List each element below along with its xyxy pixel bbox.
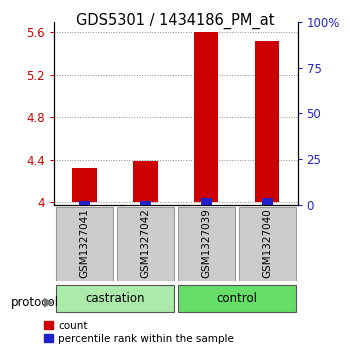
Text: castration: castration [85, 292, 145, 305]
Bar [178, 285, 296, 313]
Text: protocol: protocol [10, 295, 59, 309]
Bar [79, 200, 90, 205]
Bar [238, 207, 296, 281]
Bar [133, 160, 158, 202]
Text: GDS5301 / 1434186_PM_at: GDS5301 / 1434186_PM_at [76, 13, 274, 29]
Bar [178, 207, 235, 281]
Bar [201, 198, 212, 205]
Bar [56, 207, 113, 281]
Text: GSM1327042: GSM1327042 [140, 208, 150, 278]
Bar [56, 285, 174, 313]
Bar [72, 168, 97, 202]
Legend: count, percentile rank within the sample: count, percentile rank within the sample [44, 321, 234, 344]
Bar [140, 200, 151, 205]
Bar [255, 41, 279, 202]
Bar [194, 32, 218, 202]
Text: GSM1327041: GSM1327041 [80, 208, 90, 278]
Bar [261, 198, 273, 205]
Text: ▶: ▶ [43, 295, 53, 309]
Text: GSM1327040: GSM1327040 [262, 208, 272, 278]
Text: GSM1327039: GSM1327039 [201, 208, 211, 278]
Text: control: control [216, 292, 257, 305]
Bar [117, 207, 174, 281]
